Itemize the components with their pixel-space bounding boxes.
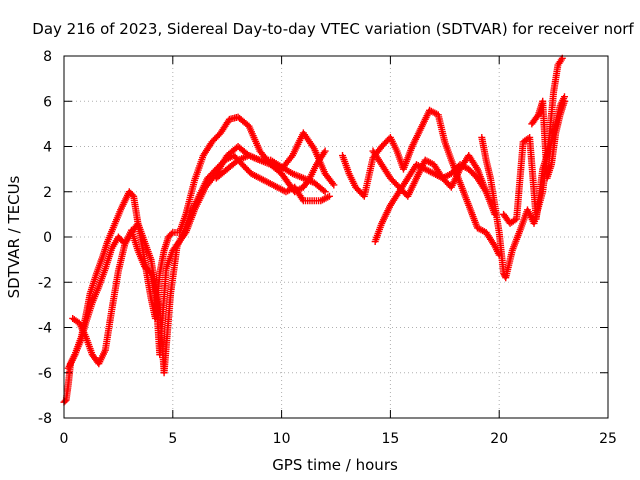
data-point-marker [330,181,338,189]
y-tick-label: -2 [38,275,52,291]
x-tick-label: 0 [60,431,69,447]
y-tick-label: 2 [43,185,52,201]
y-tick-label: 8 [43,49,52,65]
data-point-marker [482,188,490,196]
data-point-marker [128,191,136,199]
x-tick-label: 25 [599,431,617,447]
x-axis-label: GPS time / hours [272,456,398,474]
data-point-marker [329,179,337,187]
data-point-marker [320,186,328,194]
x-tick-label: 20 [490,431,508,447]
x-tick-label: 5 [168,431,177,447]
y-tick-label: 0 [43,230,52,246]
y-tick-labels: -8 -6 -4 -2 0 2 4 6 8 [38,49,52,427]
data-point-marker [560,97,568,105]
data-point-marker [61,397,69,405]
y-tick-label: -4 [38,321,52,337]
x-tick-label: 15 [381,431,399,447]
chart-title: Day 216 of 2023, Sidereal Day-to-day VTE… [32,20,634,38]
x-tick-label: 10 [273,431,291,447]
data-point-marker [321,188,329,196]
data-points [60,54,568,406]
y-tick-label: 4 [43,140,52,156]
y-axis-label: SDTVAR / TECUs [5,175,23,298]
data-point-marker [325,192,333,200]
y-tick-label: 6 [43,94,52,110]
data-point-marker [167,230,175,238]
plot-frame [63,55,609,419]
data-point-marker [321,147,329,155]
y-tick-label: -6 [38,366,52,382]
y-tick-label: -8 [38,411,52,427]
x-tick-labels: 0 5 10 15 20 25 [60,431,617,447]
